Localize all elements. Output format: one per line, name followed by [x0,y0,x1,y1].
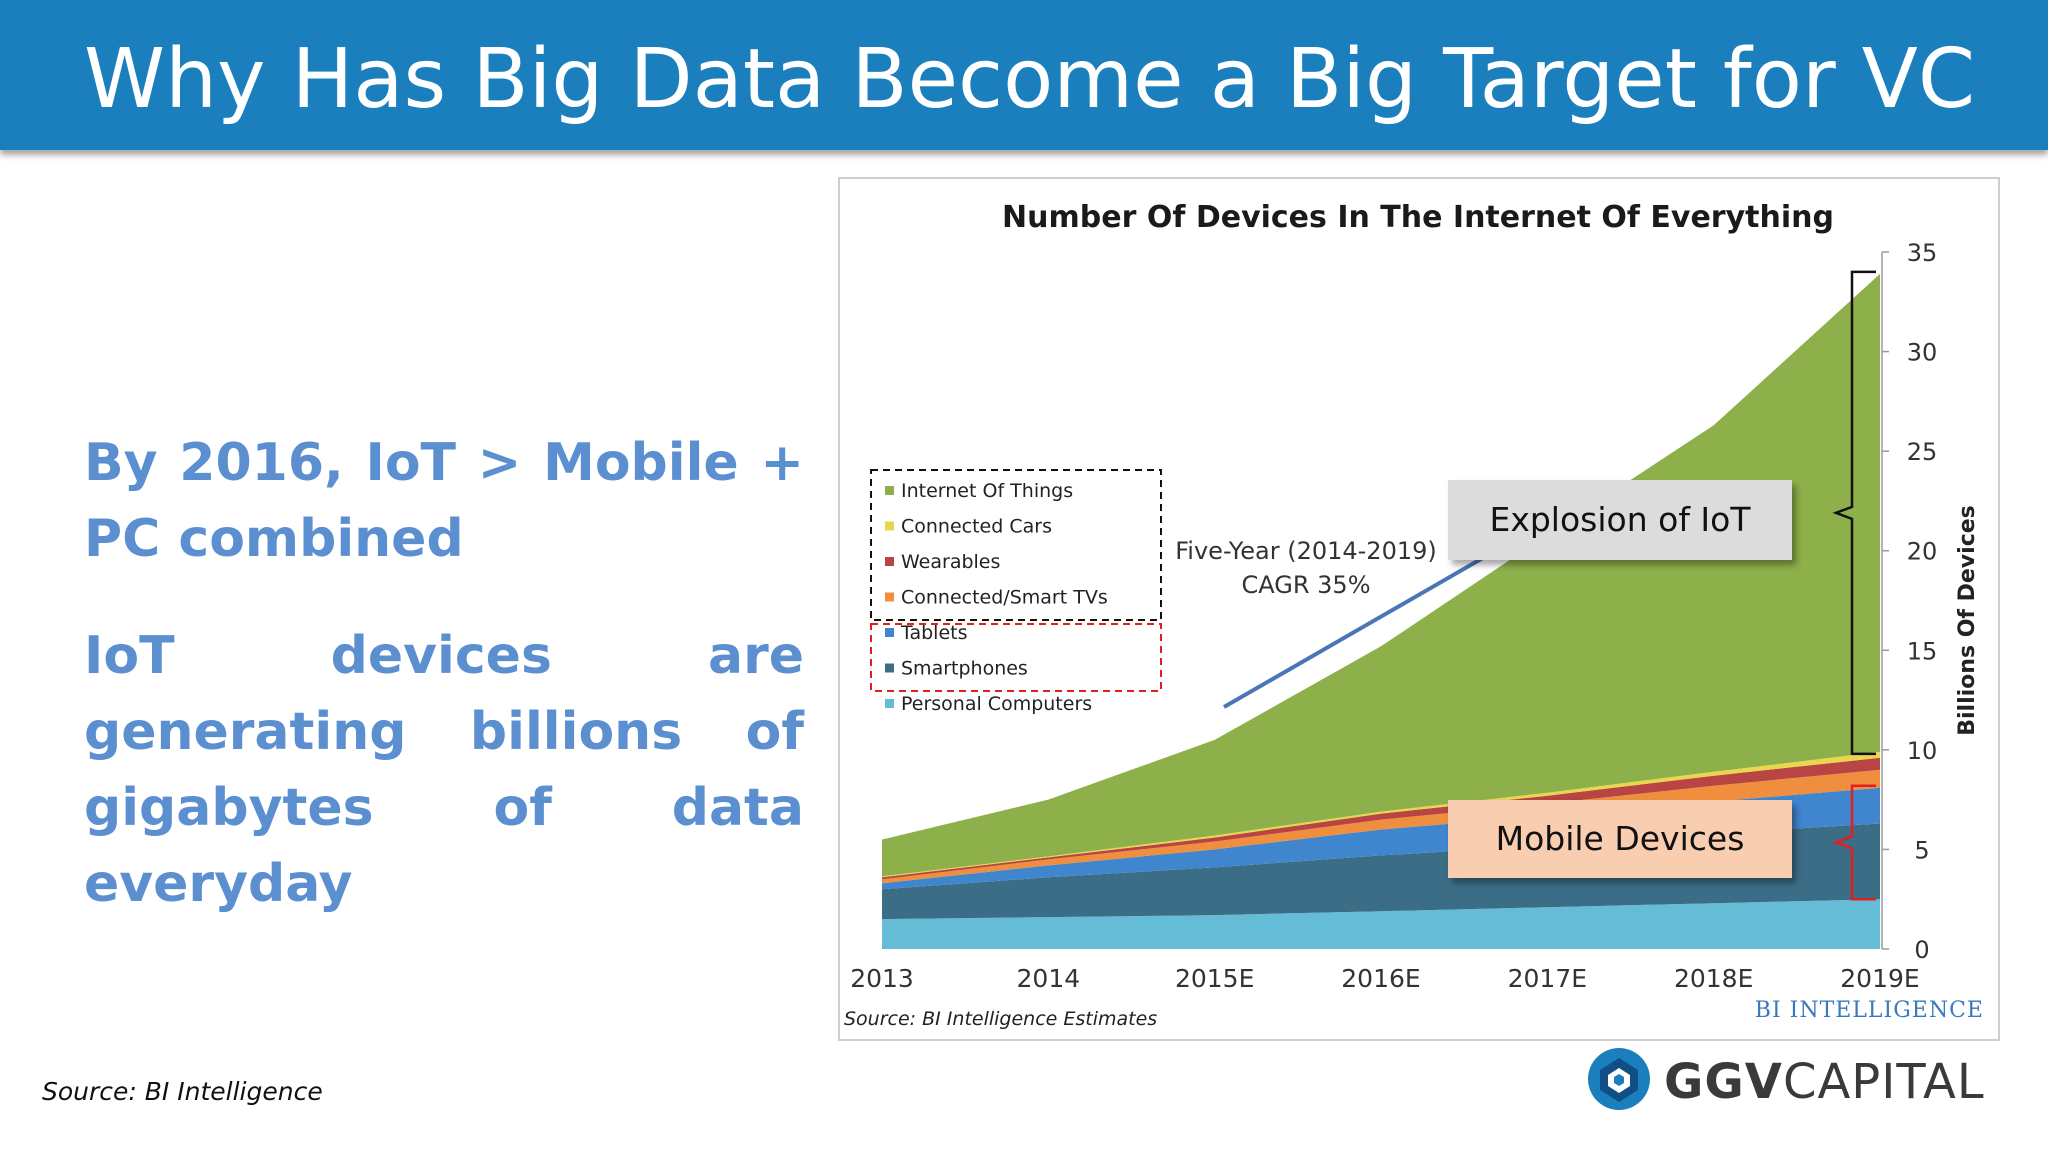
ggv-capital-logo: GGVCAPITAL [1586,1046,2006,1116]
area-connected-cars [882,751,1880,878]
legend-swatch [885,521,894,531]
devices-area-chart: Number Of Devices In The Internet Of Eve… [844,200,1984,1030]
cagr-annotation-line2: CAGR 35% [1242,571,1371,599]
y-axis-label: Billions Of Devices [1955,505,1980,736]
x-tick-label: 2018E [1674,964,1753,993]
x-tick-label: 2016E [1341,964,1420,993]
mobile-brace [1832,784,1876,901]
cagr-annotation-line1: Five-Year (2014-2019) [1175,537,1437,565]
iot-brace [1832,270,1876,756]
slide-source: Source: BI Intelligence [42,1077,323,1106]
legend-label: Smartphones [901,658,1028,680]
y-tick-label: 15 [1907,637,1938,665]
y-tick-label: 30 [1907,339,1938,367]
bullet-iot-vs-mobile: By 2016, IoT > Mobile + PC combined [84,433,804,569]
x-tick-label: 2014 [1017,964,1081,993]
x-tick-label: 2013 [850,964,914,993]
chart-title: Number Of Devices In The Internet Of Eve… [1002,200,1834,235]
y-tick-label: 0 [1914,936,1929,964]
bullet-iot-data: IoT devices are generating billions of g… [84,626,804,914]
legend-label: Personal Computers [901,693,1092,715]
legend-label: Internet Of Things [901,480,1073,502]
legend-label: Wearables [901,551,1000,573]
area-personal-computers [882,899,1880,949]
ggv-logo-wordmark: GGVCAPITAL [1664,1054,1985,1110]
y-tick-label: 5 [1914,836,1929,864]
legend-swatch [885,699,894,708]
x-tick-label: 2017E [1508,964,1587,993]
legend-label: Tablets [900,622,967,644]
ggv-logo-icon [1588,1048,1650,1110]
legend-label: Connected Cars [901,516,1052,538]
callout-mobile-devices: Mobile Devices [1448,800,1792,878]
legend-mobile-group-box [870,623,1162,692]
logo-light-text: CAPITAL [1782,1054,1985,1110]
x-tick-label: 2019E [1840,964,1919,993]
x-tick-label: 2015E [1175,964,1254,993]
legend-label: Connected/Smart TVs [901,587,1108,609]
cagr-trend-arrow [1223,553,1489,709]
y-tick-label: 35 [1907,239,1938,267]
legend-iot-group-box [870,469,1162,621]
area-connected-smart-tvs [882,769,1880,884]
legend-swatch [885,592,894,602]
area-internet-of-things [882,273,1880,877]
title-bar: Why Has Big Data Become a Big Target for… [0,0,2048,150]
legend-swatch [885,628,894,637]
callout-explosion-of-iot: Explosion of IoT [1448,480,1792,560]
slide-title: Why Has Big Data Become a Big Target for… [84,32,1976,127]
logo-bold-text: GGV [1664,1054,1783,1110]
y-tick-label: 10 [1907,737,1938,765]
area-wearables [882,757,1880,880]
y-tick-label: 20 [1907,538,1938,566]
legend-swatch [885,663,894,673]
chart-source: Source: BI Intelligence Estimates [844,1008,1157,1030]
legend-swatch [885,557,894,566]
legend-swatch [885,486,894,495]
y-tick-label: 25 [1907,438,1938,466]
bi-intelligence-brand: BI INTELLIGENCE [1755,998,1984,1023]
